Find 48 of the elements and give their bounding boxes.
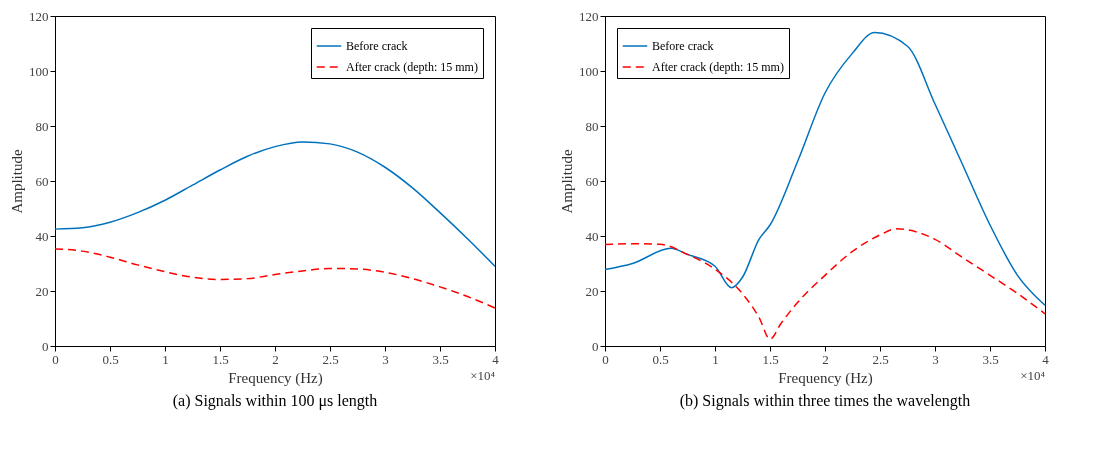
x-tick-label: 2: [822, 351, 829, 367]
x-tick-label: 1: [162, 351, 169, 367]
text: (b) Signals within three times the wavelength: [679, 392, 971, 410]
x-tick-label: 2.5: [872, 351, 889, 367]
y-tick-label: 120: [579, 8, 599, 24]
x-tick-label: 3.5: [982, 351, 999, 367]
y-tick-label: 60: [585, 173, 599, 189]
y-axis-title: Amplitude: [559, 149, 575, 214]
y-tick-label: 40: [35, 228, 49, 244]
x-tick-label: 2: [272, 351, 279, 367]
y-tick-label: 0: [42, 338, 49, 354]
x-tick-label: 0.5: [102, 351, 119, 367]
text: (a) Signals within 100 μs length: [172, 392, 378, 410]
line-series: [604, 31, 1046, 307]
x-tick-label: 3: [932, 351, 939, 367]
line-series: [54, 141, 496, 267]
x-axis-title: Frequency (Hz): [778, 369, 873, 387]
legend-label: Before crack: [346, 39, 408, 53]
y-tick-label: 20: [585, 283, 599, 299]
x-tick-label: 0: [602, 351, 609, 367]
text: ×10⁴: [470, 368, 496, 383]
y-tick-label: 100: [29, 63, 49, 79]
x-tick-label: 4: [1042, 351, 1050, 367]
y-tick-label: 60: [35, 173, 49, 189]
y-tick-label: 120: [29, 8, 49, 24]
x-tick-label: 0.5: [652, 351, 669, 367]
x-tick-label: 3: [382, 351, 389, 367]
x-tick-label: 1.5: [762, 351, 779, 367]
line-series: [54, 248, 496, 309]
legend-label: After crack (depth: 15 mm): [652, 60, 784, 74]
y-tick-label: 0: [592, 338, 599, 354]
legend-label: After crack (depth: 15 mm): [346, 60, 478, 74]
y-axis-title: Amplitude: [9, 149, 25, 214]
x-axis-title: Frequency (Hz): [228, 369, 323, 387]
x-tick-label: 3.5: [432, 351, 449, 367]
line-series: [604, 228, 1046, 340]
legend-label: Before crack: [652, 39, 714, 53]
y-tick-label: 20: [35, 283, 49, 299]
x-tick-label: 1.5: [212, 351, 229, 367]
y-tick-label: 80: [35, 118, 49, 134]
x-tick-label: 0: [52, 351, 59, 367]
x-tick-label: 2.5: [322, 351, 339, 367]
text: ×10⁴: [1020, 368, 1046, 383]
y-tick-label: 40: [585, 228, 599, 244]
x-tick-label: 1: [712, 351, 719, 367]
y-tick-label: 100: [579, 63, 599, 79]
y-tick-label: 80: [585, 118, 599, 134]
x-tick-label: 4: [492, 351, 500, 367]
